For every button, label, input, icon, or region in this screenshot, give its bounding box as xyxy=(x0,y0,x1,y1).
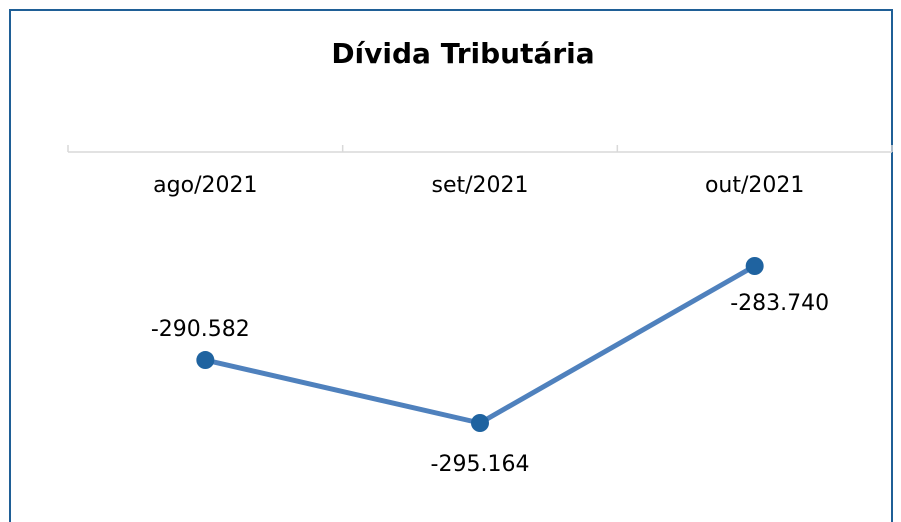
data-point xyxy=(471,414,489,432)
x-tick-label: out/2021 xyxy=(705,173,804,198)
data-label: -290.582 xyxy=(151,317,250,342)
data-point xyxy=(196,351,215,370)
data-label: -295.164 xyxy=(431,452,530,477)
x-tick-label: set/2021 xyxy=(431,173,528,198)
data-label: -283.740 xyxy=(730,291,829,316)
x-tick-label: ago/2021 xyxy=(153,173,257,198)
chart-frame xyxy=(9,9,893,522)
data-point xyxy=(745,257,764,275)
chart-title: Dívida Tributária xyxy=(331,37,594,70)
